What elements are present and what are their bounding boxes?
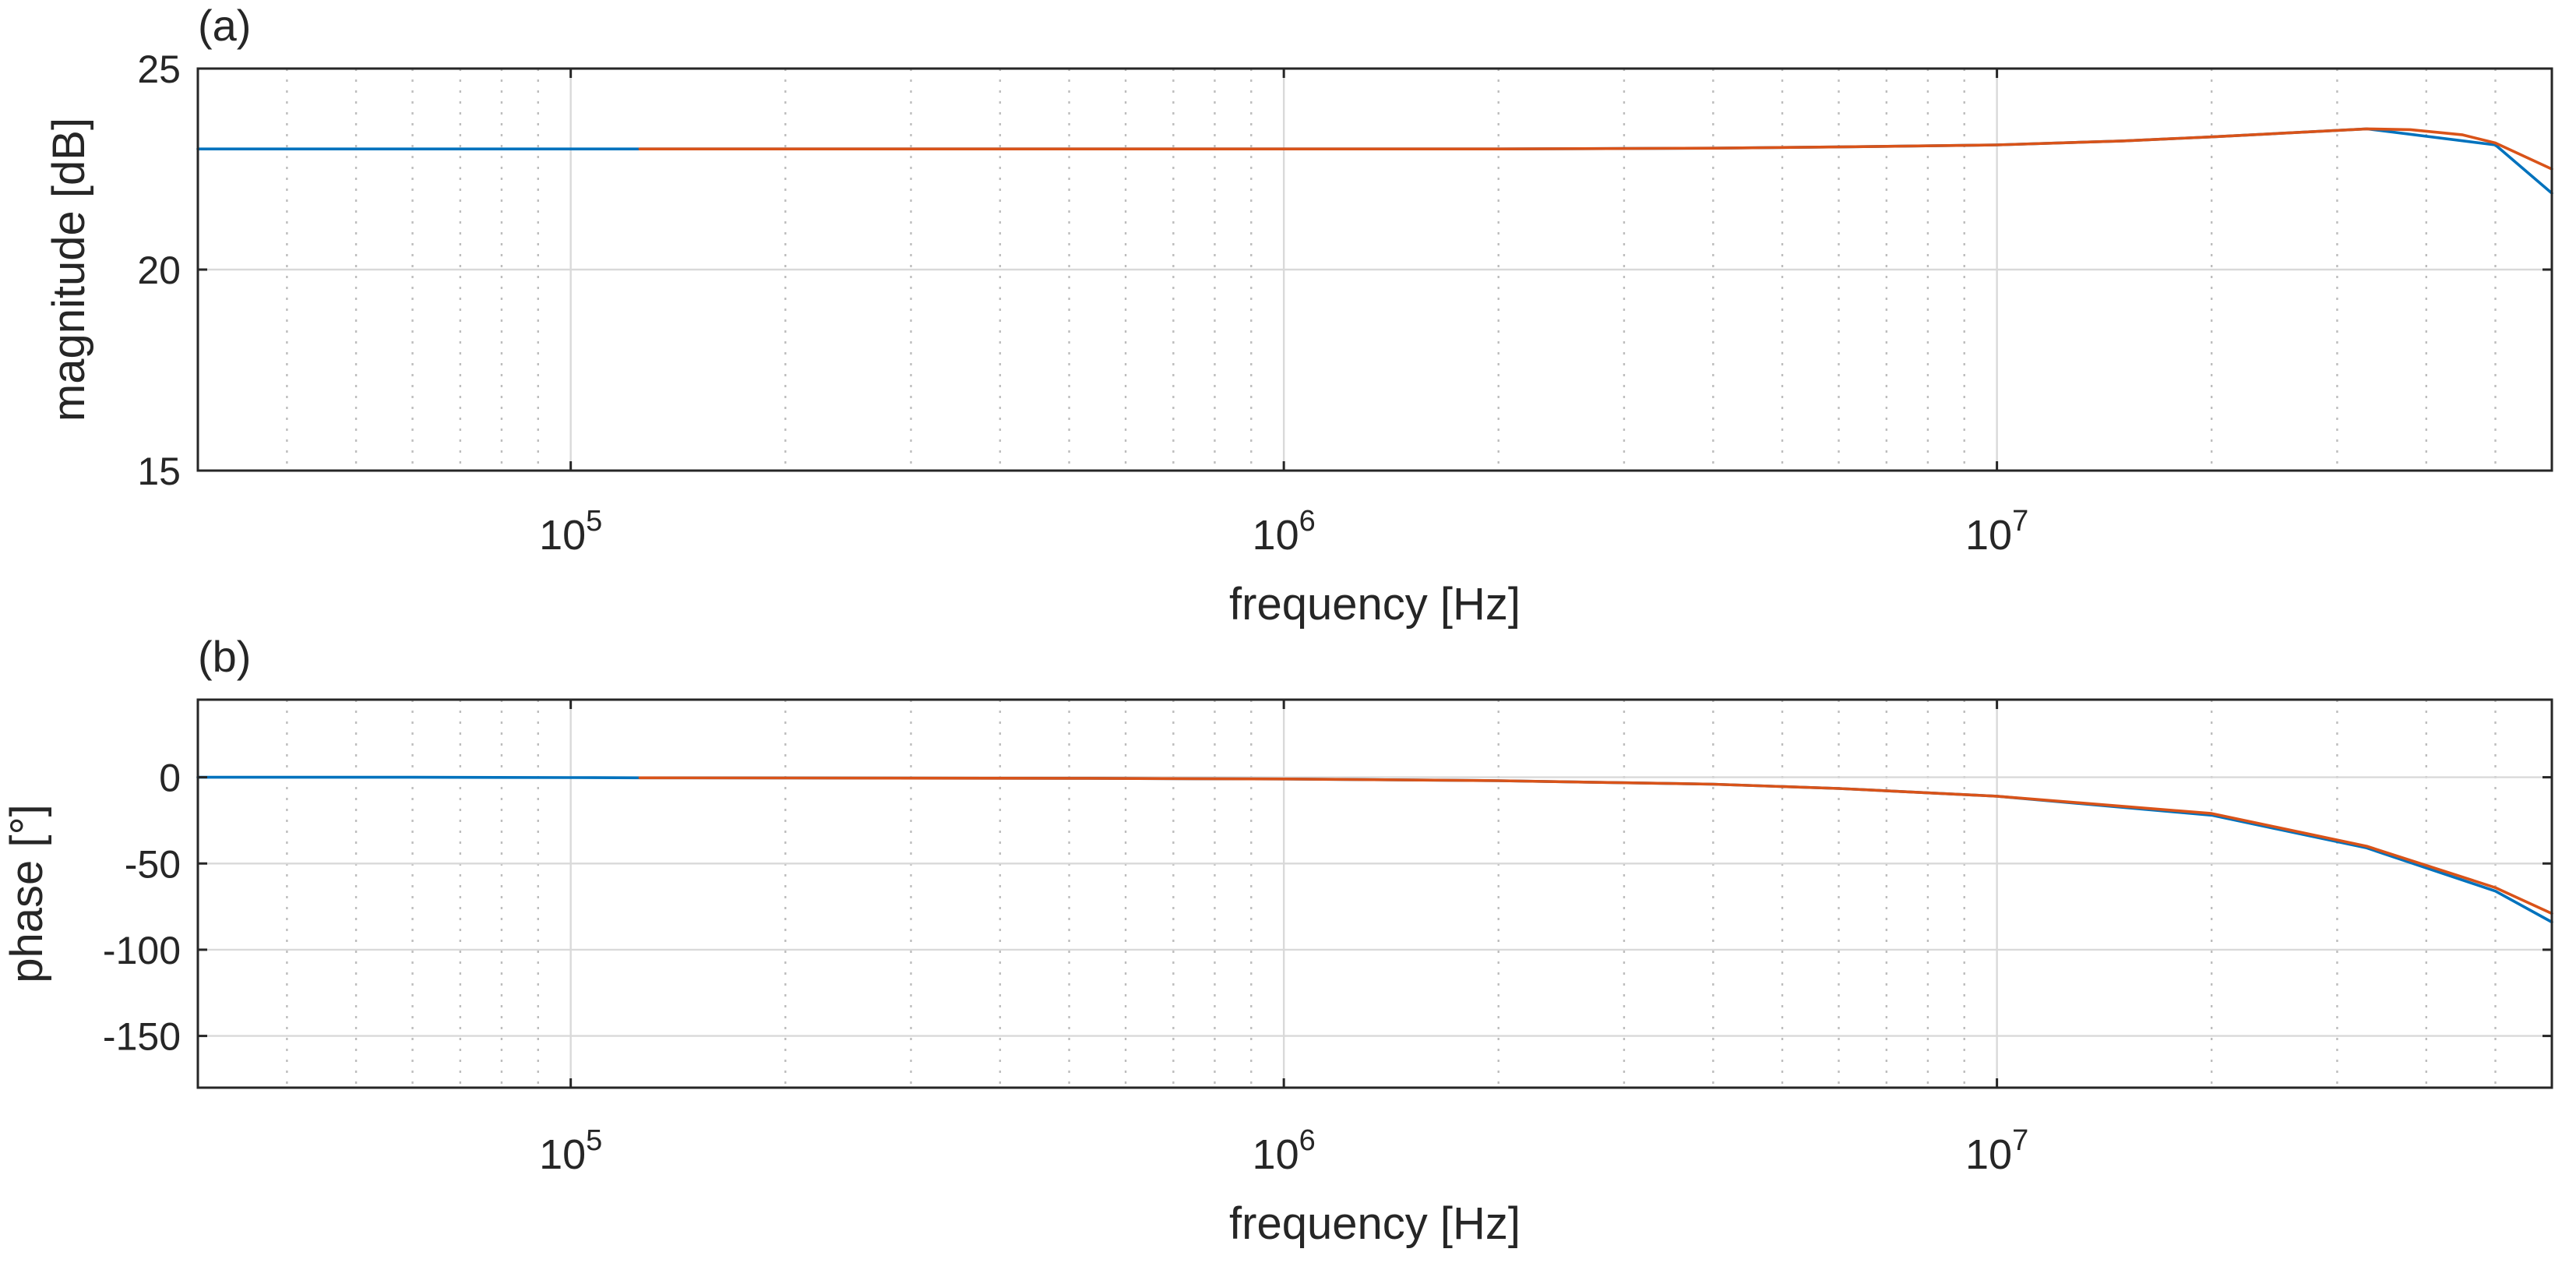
x-axis-label: frequency [Hz] (1229, 1198, 1521, 1249)
series-line-2 (638, 127, 2553, 171)
x-tick-label: 107 (1965, 505, 2028, 559)
y-tick-label: -150 (103, 1015, 181, 1059)
y-tick-label: -100 (103, 929, 181, 972)
x-tick-label: 106 (1253, 1124, 1316, 1178)
axes-box (196, 698, 2553, 1089)
x-tick-label: 107 (1965, 1124, 2028, 1178)
panel-label: (b) (198, 632, 251, 681)
x-tick-label: 106 (1253, 505, 1316, 559)
x-tick-label: 105 (539, 1124, 602, 1178)
y-tick-label: 15 (137, 450, 181, 493)
phase-panel: -150 -100 -50 0 105 106 107 frequency [Hz] phase… (2, 632, 2553, 1249)
plot-area (198, 700, 2552, 1088)
series-line-2 (638, 776, 2553, 915)
magnitude-panel: 15 20 25 105 106 107 frequency [Hz] magnitude [… (44, 1, 2553, 630)
y-tick-label: 20 (137, 249, 181, 292)
y-axis-label: phase [°] (2, 804, 52, 983)
y-tick-label: 25 (137, 48, 181, 91)
x-axis-label: frequency [Hz] (1229, 579, 1521, 630)
y-tick-label: 0 (159, 757, 181, 800)
y-tick-label: -50 (125, 842, 181, 886)
panel-label: (a) (198, 1, 251, 50)
x-tick-label: 105 (539, 505, 602, 559)
y-axis-label: magnitude [dB] (44, 118, 94, 422)
